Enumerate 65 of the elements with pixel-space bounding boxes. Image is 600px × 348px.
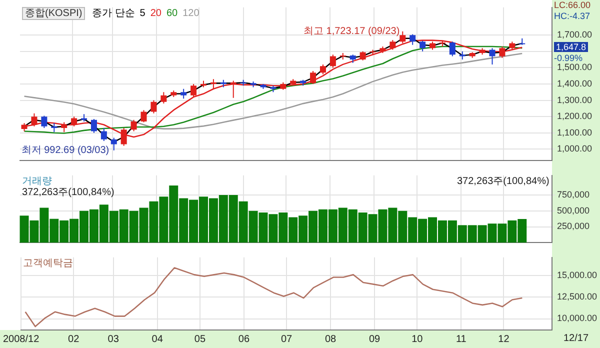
candlestick [61, 122, 68, 133]
annotation: 372,263주(100,84%) [457, 176, 550, 188]
candlestick [449, 41, 456, 57]
y-tick-label: 1,000.00 [557, 144, 592, 154]
text: 20 [150, 8, 162, 20]
chart-title: 고객예탁금 [23, 258, 74, 270]
text: -0.99% [554, 53, 583, 63]
y-tick-label: 750,000 [557, 190, 590, 200]
text: 60 [166, 8, 178, 20]
x-tick-label: 09 [368, 334, 381, 345]
chart-title: 거래량 [22, 176, 52, 188]
text: 1,647.8 [554, 42, 588, 52]
candlestick [310, 70, 316, 84]
annotation: 372,263주(100,84%) [22, 187, 114, 198]
y-tick-label: 250,000 [557, 221, 590, 232]
candlestick [90, 118, 97, 134]
candlestick [31, 112, 38, 127]
candlestick [190, 84, 197, 98]
y-tick-label: 1,200.00 [557, 111, 592, 122]
x-tick-label: 02 [68, 334, 80, 345]
candlestick [330, 54, 336, 68]
candlestick [230, 80, 236, 98]
y-tick-label: 1,700.00 [557, 30, 592, 40]
candlestick [130, 119, 137, 132]
text: 12/17 [564, 333, 589, 344]
candlestick [499, 46, 506, 58]
candlestick [100, 128, 107, 142]
x-tick-label: 11 [456, 334, 467, 345]
x-tick-label: 2008/12 [2, 334, 40, 345]
y-tick-label: 1,500.00 [557, 62, 592, 72]
candlestick [210, 78, 216, 90]
x-tick-label: 04 [152, 334, 164, 345]
candlestick [150, 100, 157, 114]
chart-title: 종합(KOSPI) [22, 7, 86, 20]
text: HC:-4.37 [554, 11, 590, 21]
y-tick-label: 1,100.00 [557, 127, 592, 138]
x-tick-label: 06 [238, 334, 250, 345]
x-tick-label: 07 [280, 334, 293, 345]
x-tick-label: 03 [108, 334, 120, 345]
x-tick-label: 12 [498, 334, 510, 345]
candlestick [180, 88, 187, 100]
candlestick [140, 110, 147, 123]
y-tick-label: 500,000 [557, 205, 590, 216]
legend-title: 종가 단순 [91, 8, 135, 20]
text: LC:66.00 [554, 0, 591, 10]
annotation: 최저 992.69 (03/03) [21, 145, 110, 156]
y-tick-label: 1,400.00 [557, 78, 592, 88]
y-tick-label: 10,000.00 [557, 313, 598, 324]
text: 5 [140, 8, 146, 20]
candlestick [489, 48, 496, 65]
candlestick [160, 92, 167, 104]
y-tick-label: 12,500.00 [557, 292, 598, 302]
text: 120 [182, 8, 200, 20]
x-tick-label: 05 [194, 334, 206, 345]
y-tick-label: 15,000.00 [557, 270, 598, 280]
candlestick [71, 116, 78, 127]
y-tick-label: 1,300.00 [557, 94, 592, 105]
x-tick-label: 08 [324, 334, 337, 345]
annotation: 최고 1,723.17 (09/23) [303, 26, 400, 38]
x-tick-label: 10 [412, 334, 424, 345]
candlestick [110, 137, 117, 151]
candlestick [420, 40, 426, 52]
candlestick [410, 34, 416, 46]
candlestick [41, 115, 48, 129]
candlestick [320, 64, 326, 75]
